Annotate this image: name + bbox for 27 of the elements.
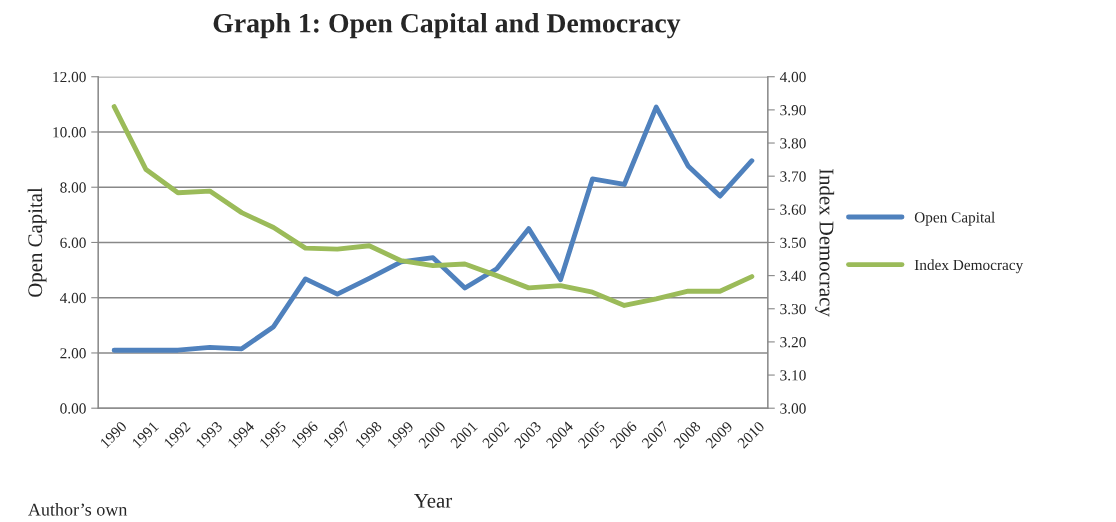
text: Author’s own (28, 503, 128, 516)
y2-tick-label: 3.10 (780, 370, 806, 381)
y-tick-label: 6.00 (60, 237, 86, 248)
chart-title: Graph 1: Open Capital and Democracy (213, 13, 681, 39)
y2-tick-label: 3.30 (780, 303, 806, 315)
y2-tick-label: 3.40 (780, 270, 806, 282)
line-series (111, 104, 755, 308)
y-tick-label: 12.00 (53, 71, 86, 83)
y-tick-label: 4.00 (59, 292, 86, 304)
y2-tick-label: 3.20 (780, 337, 806, 348)
y-tick-label: 10.00 (53, 127, 86, 138)
y2-tick-label: 3.50 (780, 237, 806, 248)
y-tick-label: 8.00 (60, 182, 86, 193)
x-axis-title: Year (414, 493, 453, 508)
y-axis-title: Open Capital (27, 187, 47, 297)
legend-label: Open Capital (914, 211, 995, 226)
y2-tick-label: 3.60 (780, 204, 806, 215)
y-tick-label: 2.00 (60, 348, 86, 359)
y2-tick-label: 4.00 (779, 71, 806, 83)
y2-tick-label: 3.70 (780, 171, 806, 182)
y2-tick-label: 3.90 (780, 105, 806, 116)
line-series (111, 104, 755, 353)
y2-tick-label: 3.00 (780, 403, 806, 414)
legend-label: Index Democracy (914, 259, 1024, 274)
y2-tick-label: 3.80 (780, 138, 806, 149)
y2-axis-title: Index Democracy (815, 168, 835, 317)
y-tick-label: 0.00 (60, 403, 86, 414)
